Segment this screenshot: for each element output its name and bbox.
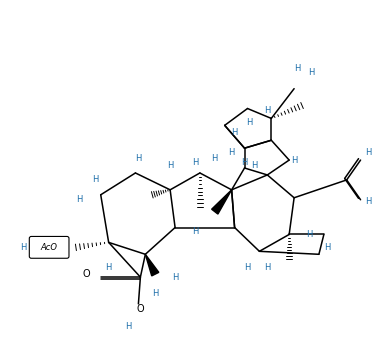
Text: O: O bbox=[82, 269, 90, 279]
Text: H: H bbox=[291, 155, 297, 165]
Text: O: O bbox=[137, 304, 144, 314]
Text: H: H bbox=[105, 263, 112, 272]
Text: H: H bbox=[93, 175, 99, 185]
Polygon shape bbox=[145, 254, 159, 276]
Text: H: H bbox=[324, 243, 330, 252]
Text: H: H bbox=[251, 161, 258, 170]
Text: H: H bbox=[246, 118, 253, 127]
Text: H: H bbox=[264, 263, 270, 272]
Text: H: H bbox=[365, 197, 372, 206]
Text: H: H bbox=[125, 322, 132, 331]
Text: AcO: AcO bbox=[41, 243, 58, 252]
Text: H: H bbox=[167, 161, 173, 170]
Text: H: H bbox=[241, 158, 248, 167]
Polygon shape bbox=[212, 190, 232, 214]
Text: H: H bbox=[294, 64, 300, 73]
Text: H: H bbox=[172, 273, 178, 282]
Text: H: H bbox=[20, 243, 27, 252]
Text: H: H bbox=[365, 148, 372, 156]
Text: H: H bbox=[264, 106, 270, 115]
Text: H: H bbox=[135, 153, 142, 163]
Text: H: H bbox=[244, 263, 251, 272]
Text: H: H bbox=[76, 195, 82, 204]
Text: H: H bbox=[232, 128, 238, 137]
Text: H: H bbox=[192, 227, 198, 236]
FancyBboxPatch shape bbox=[29, 237, 69, 258]
Text: H: H bbox=[306, 230, 312, 239]
Text: H: H bbox=[212, 153, 218, 163]
Text: H: H bbox=[152, 289, 159, 298]
Text: H: H bbox=[229, 148, 235, 156]
Text: H: H bbox=[308, 68, 314, 77]
Text: H: H bbox=[192, 158, 198, 167]
